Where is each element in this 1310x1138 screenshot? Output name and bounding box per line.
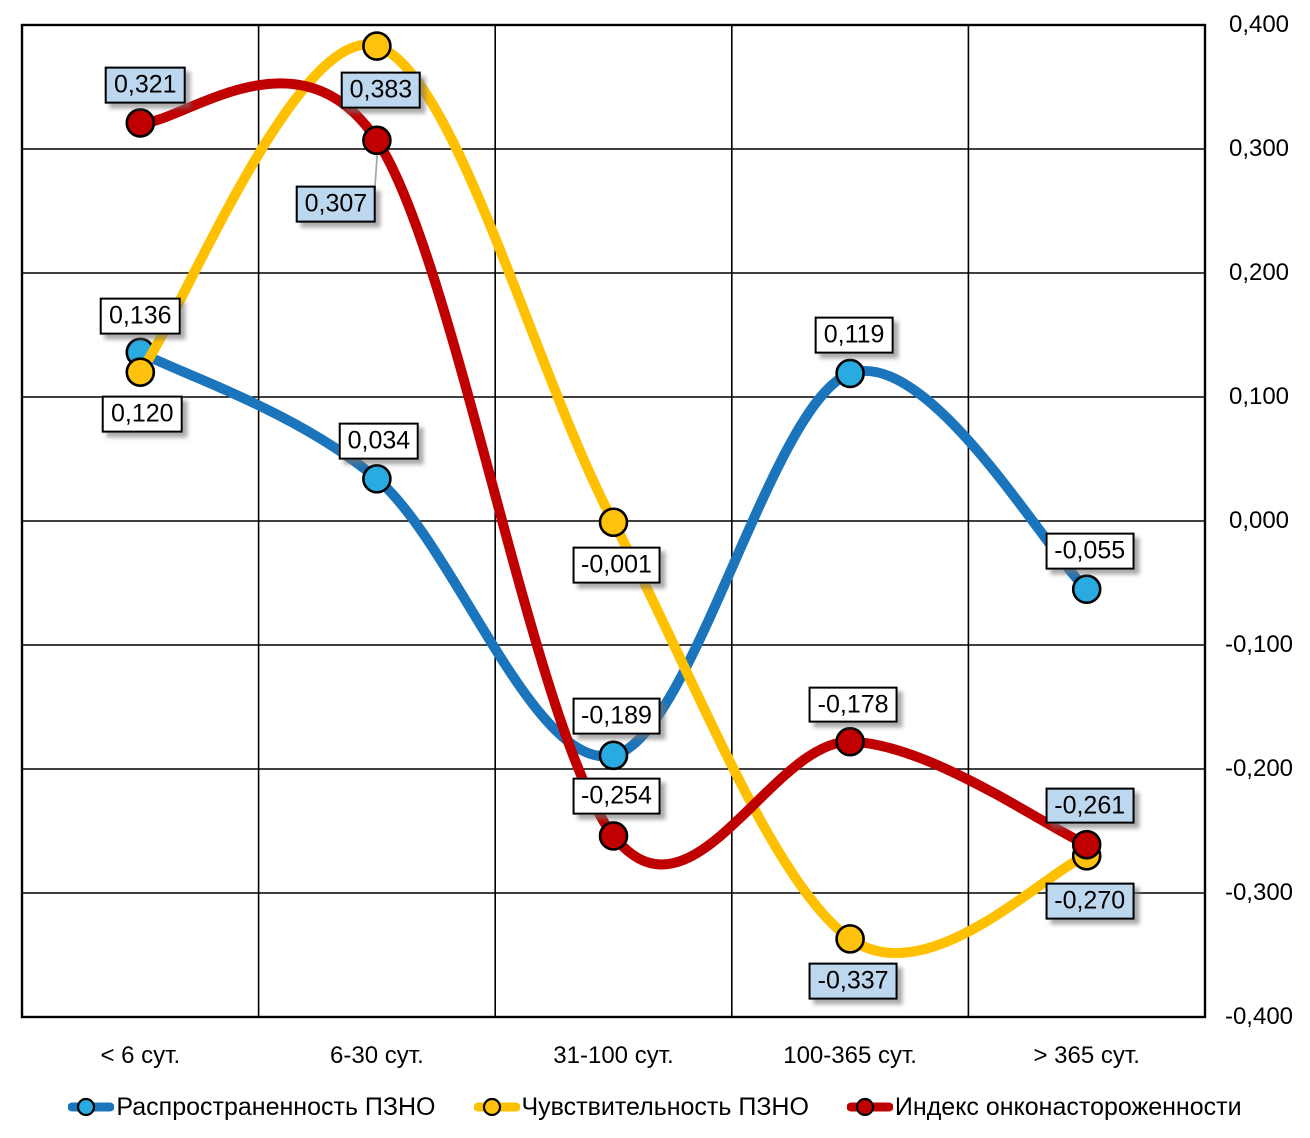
data-label: -0,270 [1045, 882, 1135, 920]
legend-marker-icon [482, 1097, 501, 1117]
series-2-marker-1 [362, 125, 392, 156]
x-axis-category-label: 31-100 сут. [553, 1042, 674, 1069]
x-axis-category-label: 100-365 сут. [783, 1042, 917, 1069]
y-axis-tick-label: -0,200 [1224, 755, 1294, 782]
series-0-marker-4 [1071, 574, 1102, 605]
series-2-marker-0 [125, 108, 156, 138]
legend-marker-icon [855, 1097, 875, 1117]
legend: Распространенность ПЗНО Чувствительность … [0, 1090, 1310, 1124]
x-axis-category-label: 6-30 сут. [330, 1042, 424, 1069]
series-0-marker-3 [835, 358, 865, 389]
series-2-marker-2 [598, 821, 629, 851]
legend-item-2: Индекс онконастороженности [846, 1092, 1242, 1122]
data-label: -0,337 [808, 962, 898, 1000]
x-axis-category-label: < 6 сут. [100, 1042, 181, 1069]
series-2-marker-3 [835, 726, 865, 757]
data-label: 0,034 [338, 422, 420, 460]
legend-label: Индекс онконастороженности [894, 1092, 1242, 1121]
y-axis-tick-label: -0,400 [1224, 1003, 1294, 1030]
legend-line-marker-icon [473, 1097, 520, 1117]
y-axis-tick-label: 0,300 [1228, 135, 1290, 162]
legend-line-marker-icon [68, 1097, 115, 1117]
series-1-line [135, 39, 1092, 958]
legend-item-0: Распространенность ПЗНО [68, 1092, 436, 1122]
legend-label: Распространенность ПЗНО [116, 1092, 436, 1121]
data-label: 0,321 [105, 66, 186, 104]
series-1-marker-1 [362, 31, 392, 61]
x-axis-category-label: > 365 сут. [1033, 1042, 1140, 1069]
y-axis-tick-label: 0,400 [1228, 11, 1290, 38]
data-label: -0,189 [572, 697, 661, 735]
y-axis-tick-label: -0,100 [1224, 631, 1294, 658]
data-label: 0,136 [100, 297, 181, 335]
data-label: -0,261 [1045, 787, 1135, 824]
data-label: 0,119 [814, 317, 894, 354]
data-label: 0,307 [295, 185, 377, 223]
series-1-marker-2 [598, 507, 629, 538]
series-0-marker-1 [362, 464, 392, 494]
series-1-marker-0 [125, 357, 156, 388]
y-axis-tick-label: 0,000 [1228, 507, 1290, 534]
series-1-marker-3 [835, 924, 865, 954]
data-label: -0,178 [808, 686, 898, 724]
data-label: 0,383 [340, 71, 422, 109]
y-axis-tick-label: -0,300 [1224, 879, 1294, 906]
data-label: 0,120 [102, 395, 183, 433]
series-0-marker-2 [598, 740, 629, 771]
series-2-marker-4 [1071, 829, 1102, 860]
data-label: -0,001 [572, 546, 661, 584]
legend-label: Чувствительность ПЗНО [521, 1092, 809, 1121]
legend-marker-icon [77, 1097, 96, 1117]
data-label: -0,055 [1045, 532, 1135, 570]
y-axis-tick-label: 0,200 [1228, 259, 1290, 286]
legend-line-marker-icon [846, 1097, 893, 1117]
series-0-line [135, 347, 1092, 762]
data-label: -0,254 [572, 777, 661, 815]
legend-item-1: Чувствительность ПЗНО [473, 1092, 809, 1122]
y-axis-tick-label: 0,100 [1228, 383, 1290, 410]
plot-border [20, 23, 1207, 1019]
